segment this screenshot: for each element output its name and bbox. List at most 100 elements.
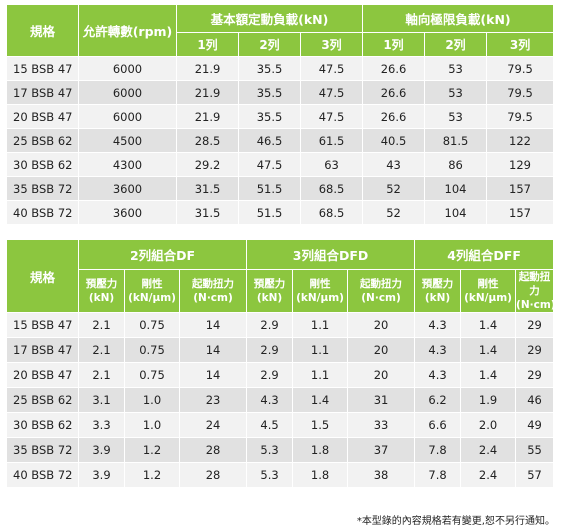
row-value-cell: 0.75 xyxy=(124,362,180,388)
row-value-cell: 4.5 xyxy=(246,412,294,438)
row-value-cell: 38 xyxy=(347,462,416,488)
row-value-cell: 3.9 xyxy=(78,462,125,488)
row-value-cell: 47.5 xyxy=(299,80,364,105)
row-model-cell: 30 BSB 62 xyxy=(6,152,79,177)
row-value-cell: 6000 xyxy=(78,80,177,105)
header-speed: 允許轉數(rpm) xyxy=(78,4,177,57)
row-model-cell: 20 BSB 47 xyxy=(6,362,79,388)
row-value-cell: 4.3 xyxy=(414,312,462,338)
row-value-cell: 51.5 xyxy=(238,200,301,225)
row-value-cell: 79.5 xyxy=(486,104,555,129)
row-value-cell: 61.5 xyxy=(299,128,364,153)
row-value-cell: 1.2 xyxy=(124,437,180,463)
row-value-cell: 47.5 xyxy=(299,56,364,81)
row-value-cell: 47.5 xyxy=(299,104,364,129)
row-value-cell: 26.6 xyxy=(362,104,426,129)
header-preload: 預壓力 (kN) xyxy=(414,269,462,313)
row-value-cell: 35.5 xyxy=(238,80,301,105)
row-value-cell: 1.4 xyxy=(460,312,517,338)
row-value-cell: 7.8 xyxy=(414,462,462,488)
row-value-cell: 157 xyxy=(486,176,555,201)
row-value-cell: 4500 xyxy=(78,128,177,153)
table-row: 25 BSB 62 3.1 1.0 23 4.3 1.4 31 6.2 1.9 46 xyxy=(6,387,555,413)
row-value-cell: 63 xyxy=(299,152,364,177)
row-value-cell: 81.5 xyxy=(424,128,488,153)
header-dynamic-load: 基本額定動負載(kN) xyxy=(175,4,364,33)
row-value-cell: 14 xyxy=(178,312,248,338)
row-model-cell: 17 BSB 47 xyxy=(6,80,79,105)
header-model: 規格 xyxy=(6,4,79,57)
row-value-cell: 79.5 xyxy=(486,56,555,81)
header-row-count: 2列 xyxy=(238,32,301,57)
table-row: 20 BSB 47 2.1 0.75 14 2.9 1.1 20 4.3 1.4 29 xyxy=(6,362,555,388)
header-torque: 起動扭力 (N·cm) xyxy=(347,269,416,313)
table-row: 15 BSB 47 2.1 0.75 14 2.9 1.1 20 4.3 1.4 29 xyxy=(6,312,555,338)
preload-stiffness-table: 規格 2列組合DF 3列組合DFD 4列組合DFF 預壓力 (kN) 剛性 (kN/μ… xyxy=(6,239,555,488)
row-value-cell: 28.5 xyxy=(176,128,239,153)
row-value-cell: 57 xyxy=(515,462,555,488)
header-preload: 預壓力 (kN) xyxy=(246,269,294,313)
row-value-cell: 3600 xyxy=(78,176,177,201)
row-value-cell: 4.3 xyxy=(246,387,294,413)
row-value-cell: 1.4 xyxy=(460,337,517,363)
header-torque: 起動扭力 (N·cm) xyxy=(515,269,555,313)
row-value-cell: 3.9 xyxy=(78,437,125,463)
row-value-cell: 35.5 xyxy=(238,56,301,81)
table-row: 20 BSB 47 6000 21.9 35.5 47.5 26.6 53 79.5 xyxy=(6,104,555,129)
row-value-cell: 1.5 xyxy=(292,412,349,438)
row-value-cell: 21.9 xyxy=(176,104,239,129)
row-value-cell: 1.4 xyxy=(292,387,349,413)
header-row-count: 1列 xyxy=(362,32,426,57)
row-value-cell: 31.5 xyxy=(176,200,239,225)
header-stiffness: 剛性 (kN/μm) xyxy=(292,269,349,313)
row-value-cell: 35.5 xyxy=(238,104,301,129)
header-row-count: 3列 xyxy=(486,32,555,57)
row-value-cell: 1.8 xyxy=(292,462,349,488)
row-value-cell: 7.8 xyxy=(414,437,462,463)
row-value-cell: 4.3 xyxy=(414,362,462,388)
row-value-cell: 1.8 xyxy=(292,437,349,463)
row-value-cell: 79.5 xyxy=(486,80,555,105)
row-value-cell: 129 xyxy=(486,152,555,177)
row-value-cell: 1.2 xyxy=(124,462,180,488)
row-value-cell: 0.75 xyxy=(124,312,180,338)
row-value-cell: 20 xyxy=(347,312,416,338)
row-value-cell: 6000 xyxy=(78,56,177,81)
row-value-cell: 5.3 xyxy=(246,437,294,463)
row-value-cell: 1.1 xyxy=(292,312,349,338)
row-value-cell: 2.1 xyxy=(78,337,125,363)
row-model-cell: 35 BSB 72 xyxy=(6,176,79,201)
row-value-cell: 68.5 xyxy=(299,200,364,225)
row-value-cell: 104 xyxy=(424,176,488,201)
row-value-cell: 37 xyxy=(347,437,416,463)
row-model-cell: 40 BSB 72 xyxy=(6,200,79,225)
row-value-cell: 29 xyxy=(515,362,555,388)
row-value-cell: 46.5 xyxy=(238,128,301,153)
header-group-df: 2列組合DF xyxy=(77,239,248,270)
header-row-count: 2列 xyxy=(424,32,488,57)
header-row-count: 1列 xyxy=(176,32,239,57)
row-value-cell: 33 xyxy=(347,412,416,438)
row-value-cell: 4.3 xyxy=(414,337,462,363)
row-model-cell: 40 BSB 72 xyxy=(6,462,79,488)
row-value-cell: 52 xyxy=(362,176,426,201)
row-value-cell: 2.4 xyxy=(460,437,517,463)
row-value-cell: 20 xyxy=(347,337,416,363)
row-value-cell: 46 xyxy=(515,387,555,413)
row-value-cell: 6.6 xyxy=(414,412,462,438)
row-value-cell: 68.5 xyxy=(299,176,364,201)
footnote: *本型錄的內容規格若有變更,恕不另行通知。 xyxy=(356,516,555,527)
row-value-cell: 5.3 xyxy=(246,462,294,488)
row-value-cell: 3600 xyxy=(78,200,177,225)
row-value-cell: 51.5 xyxy=(238,176,301,201)
header-row-count: 3列 xyxy=(299,32,364,57)
table-row: 40 BSB 72 3600 31.5 51.5 68.5 52 104 157 xyxy=(6,200,555,225)
row-value-cell: 6000 xyxy=(78,104,177,129)
row-value-cell: 20 xyxy=(347,362,416,388)
header-group-dff: 4列組合DFF xyxy=(414,239,555,270)
row-value-cell: 31 xyxy=(347,387,416,413)
row-value-cell: 29.2 xyxy=(176,152,239,177)
row-value-cell: 43 xyxy=(362,152,426,177)
row-value-cell: 2.9 xyxy=(246,312,294,338)
header-model: 規格 xyxy=(6,239,79,313)
